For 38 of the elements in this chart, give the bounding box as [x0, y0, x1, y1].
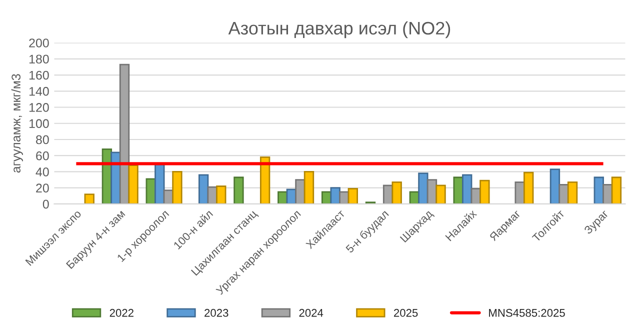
legend-label: 2024 — [299, 308, 324, 317]
y-tick-label: 140 — [29, 86, 49, 96]
bar — [480, 180, 490, 204]
y-tick-label: 60 — [36, 151, 49, 160]
bar — [216, 186, 226, 204]
legend-label: 2022 — [110, 308, 134, 317]
legend-label: MNS4585:2025 — [489, 308, 565, 317]
chart-title: Азотын давхар исэл (NO2) — [228, 21, 450, 38]
y-axis-title: агууламж, мкг/м3 — [11, 74, 23, 173]
bar — [128, 164, 138, 204]
y-tick-label: 160 — [29, 70, 49, 80]
bar — [392, 182, 402, 204]
bar — [260, 156, 270, 204]
bar — [462, 174, 472, 204]
bar — [304, 171, 314, 204]
bar — [611, 176, 622, 204]
legend-label: 2023 — [204, 308, 228, 317]
bar — [234, 176, 244, 204]
bar — [119, 64, 130, 204]
y-tick-label: 80 — [36, 135, 49, 144]
bar — [418, 172, 428, 204]
bar — [436, 184, 446, 204]
bar — [198, 174, 209, 204]
y-tick-label: 20 — [36, 184, 49, 193]
y-tick-label: 100 — [29, 119, 49, 128]
bar — [348, 188, 358, 204]
bar — [172, 171, 182, 204]
y-tick-label: 180 — [29, 54, 49, 64]
y-tick-label: 0 — [42, 200, 49, 209]
bar — [524, 172, 534, 204]
bar — [550, 168, 560, 204]
bar — [84, 194, 94, 204]
y-tick-label: 200 — [29, 38, 49, 48]
bar — [154, 164, 165, 204]
y-tick-label: 40 — [36, 168, 49, 176]
bar — [567, 182, 578, 204]
legend-label: 2025 — [394, 308, 418, 317]
y-tick-label: 120 — [29, 103, 49, 112]
